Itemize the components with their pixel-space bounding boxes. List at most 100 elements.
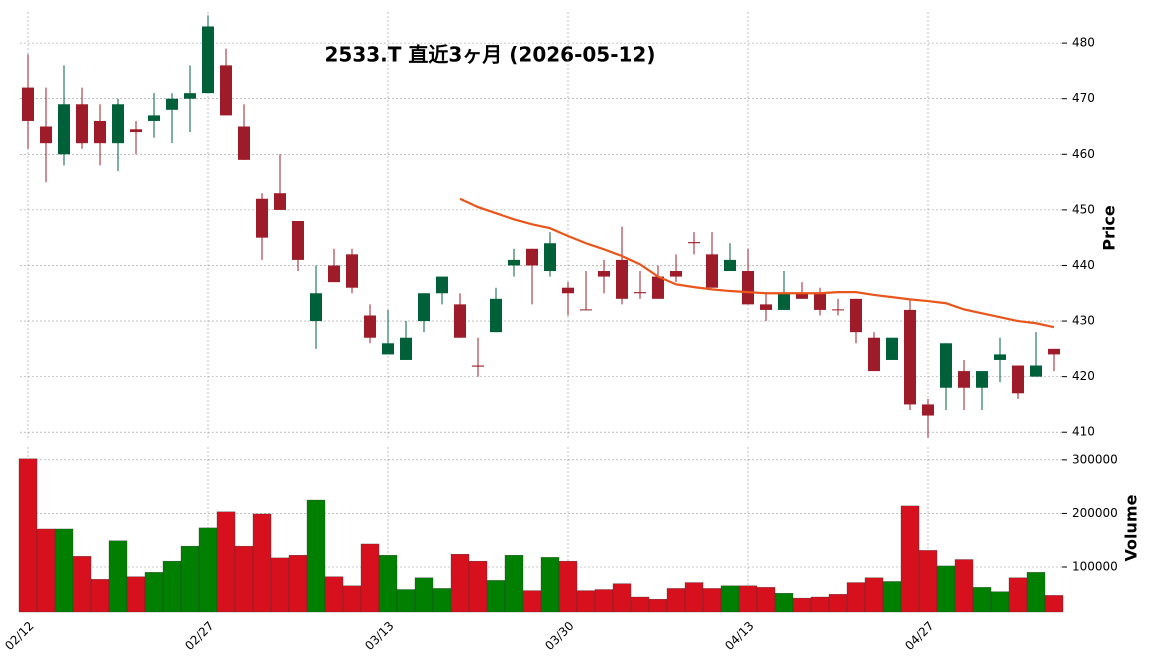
x-tick-label: 04/13: [722, 619, 756, 653]
volume-bar: [90, 579, 110, 613]
volume-bar: [504, 555, 524, 613]
candle-body: [22, 87, 34, 121]
candle-body: [760, 304, 772, 310]
volume-bar: [1008, 577, 1028, 613]
y-tick-label: 440: [1072, 258, 1095, 272]
volume-bar: [630, 596, 650, 613]
volume-bar: [270, 557, 290, 613]
y-tick-label: 450: [1072, 202, 1095, 216]
volume-bar: [54, 528, 74, 613]
y-tick-label: 480: [1072, 36, 1095, 50]
y-axis-label: Price: [1100, 205, 1119, 251]
candle-body: [490, 298, 502, 333]
candle-body: [418, 293, 430, 322]
volume-bar: [828, 594, 848, 613]
candle-body: [796, 293, 808, 299]
volume-bar: [72, 556, 92, 613]
volume-bar: [918, 550, 938, 613]
candle-body: [310, 293, 322, 322]
volume-bar: [882, 581, 902, 613]
volume-bar: [720, 585, 740, 613]
candle-body: [328, 265, 340, 283]
volume-bar: [36, 528, 56, 613]
volume-bar: [234, 545, 254, 613]
candle-body: [580, 309, 592, 311]
volume-bar: [144, 572, 164, 613]
volume-bar: [702, 588, 722, 613]
candle-body: [634, 292, 646, 294]
y-tick-label: 470: [1072, 91, 1095, 105]
candle-body: [58, 104, 70, 155]
candle-body: [94, 120, 106, 144]
candle-body: [652, 276, 664, 299]
x-tick-label: 02/12: [2, 619, 36, 653]
volume-bar: [324, 576, 344, 613]
volume-bar: [414, 577, 434, 613]
candle-body: [958, 371, 970, 388]
y-tick-label: 200000: [1072, 506, 1118, 520]
volume-bar: [378, 555, 398, 613]
volume-bar: [162, 560, 182, 613]
volume-bar: [486, 580, 506, 613]
y-tick-label: 430: [1072, 314, 1095, 328]
candle-body: [724, 259, 736, 272]
candle-body: [688, 242, 700, 244]
volume-bar: [540, 557, 560, 613]
volume-bar: [648, 598, 668, 613]
y-tick-label: 410: [1072, 425, 1095, 439]
volume-bar: [522, 590, 542, 613]
candle-body: [832, 309, 844, 311]
volume-bar: [738, 585, 758, 613]
candle-body: [526, 248, 538, 266]
x-tick-label: 04/27: [902, 619, 936, 653]
candle-body: [562, 287, 574, 294]
volume-bar: [108, 540, 128, 613]
volume-bar: [1026, 572, 1046, 613]
candle-body: [274, 193, 286, 210]
candle-body: [508, 259, 520, 266]
volume-bar: [972, 587, 992, 613]
candle-body: [544, 243, 556, 272]
candle-body: [904, 309, 916, 405]
volume-bar: [936, 565, 956, 613]
candle-body: [400, 337, 412, 360]
volume-bar: [864, 577, 884, 613]
volume-bar: [216, 511, 236, 613]
candle-body: [940, 343, 952, 388]
volume-bar: [396, 589, 416, 613]
candle-body: [166, 98, 178, 110]
volume-bar: [1044, 595, 1064, 613]
volume-bar: [180, 545, 200, 613]
candle-body: [238, 126, 250, 160]
volume-bar: [342, 585, 362, 613]
candle-body: [184, 93, 196, 99]
volume-bar: [126, 576, 146, 613]
candle-body: [346, 254, 358, 288]
candle-body: [886, 337, 898, 360]
volume-bar: [468, 560, 488, 613]
volume-bar: [288, 555, 308, 613]
candle-body: [256, 198, 268, 238]
candle-body: [1030, 365, 1042, 377]
x-tick-label: 03/13: [362, 619, 396, 653]
volume-bar: [846, 582, 866, 613]
volume-bar: [810, 596, 830, 613]
x-tick-label: 03/30: [542, 619, 576, 653]
chart-title: 2533.T 直近3ヶ月 (2026-05-12): [325, 43, 656, 67]
candle-body: [148, 115, 160, 121]
volume-bar: [594, 589, 614, 613]
volume-bar: [684, 582, 704, 613]
candle-body: [130, 129, 142, 133]
candle-body: [202, 26, 214, 94]
volume-bar: [252, 513, 272, 613]
y-tick-label: 460: [1072, 147, 1095, 161]
candle-body: [742, 271, 754, 305]
candle-body: [436, 276, 448, 294]
x-tick-label: 02/27: [182, 619, 216, 653]
volume-bar: [432, 588, 452, 613]
candle-body: [76, 104, 88, 144]
candle-body: [976, 371, 988, 388]
volume-bar: [450, 553, 470, 613]
y-tick-label: 100000: [1072, 560, 1118, 574]
candle-body: [616, 259, 628, 299]
